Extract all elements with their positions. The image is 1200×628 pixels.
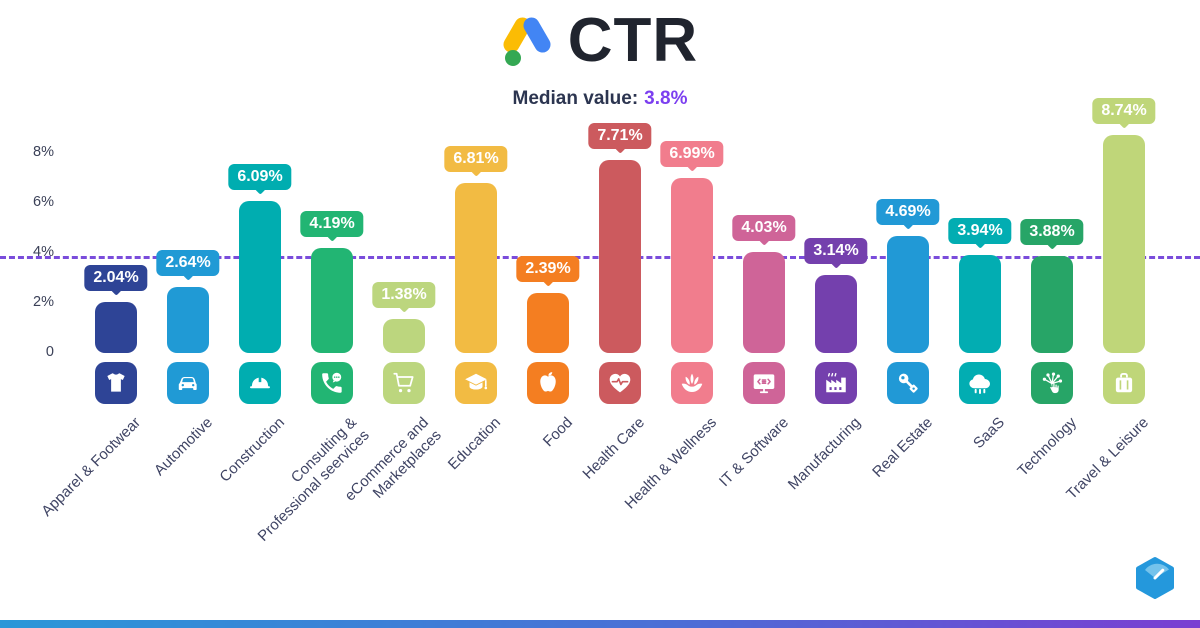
- value-badge: 3.88%: [1020, 219, 1084, 245]
- value-badge: 2.04%: [84, 265, 148, 291]
- bar: [671, 178, 713, 353]
- cloud-icon: [959, 362, 1001, 404]
- bar: [1103, 134, 1145, 353]
- median-label: Median value:: [512, 88, 639, 109]
- suitcase-icon: [1103, 362, 1145, 404]
- value-badge: 8.74%: [1092, 97, 1156, 124]
- car-icon: [167, 362, 209, 404]
- graduation-cap-icon: [455, 362, 497, 404]
- bar: [527, 293, 569, 353]
- page-title: CTR: [567, 6, 699, 75]
- phone-chat-icon: [311, 362, 353, 404]
- cart-icon: [383, 362, 425, 404]
- bar: [815, 274, 857, 353]
- y-axis-tick-label: 8%: [33, 144, 54, 160]
- tap-network-icon: [1031, 362, 1073, 404]
- value-badge: 4.19%: [300, 211, 364, 238]
- bar: [239, 200, 281, 353]
- header: CTR: [0, 10, 1200, 72]
- value-badge: 6.81%: [444, 145, 508, 172]
- key-icon: [887, 362, 929, 404]
- bar: [1031, 256, 1073, 353]
- value-badge: 7.71%: [588, 123, 652, 150]
- category-label: Travel & Leisure: [1063, 414, 1153, 503]
- tshirt-icon: [95, 362, 137, 404]
- value-badge: 1.38%: [372, 281, 436, 308]
- value-badge: 6.99%: [660, 141, 724, 168]
- bar: [887, 235, 929, 353]
- value-badge: 2.64%: [156, 250, 220, 276]
- y-axis-tick-label: 6%: [33, 194, 54, 210]
- value-badge: 6.09%: [228, 163, 292, 190]
- value-badge: 3.94%: [948, 217, 1012, 244]
- median-value: 3.8%: [644, 88, 688, 109]
- y-axis-tick-label: 0: [45, 344, 54, 360]
- value-badge: 3.14%: [804, 237, 868, 264]
- heart-pulse-icon: [599, 362, 641, 404]
- apple-icon: [527, 362, 569, 404]
- bottom-gradient-bar: [0, 620, 1200, 628]
- bar: [959, 254, 1001, 353]
- brand-gauge-hexagon-icon: [1133, 556, 1177, 600]
- value-badge: 4.03%: [732, 215, 796, 242]
- ads-logo-green-dot: [504, 50, 521, 66]
- google-ads-icon: [500, 13, 554, 69]
- bar: [167, 287, 209, 353]
- bar: [311, 248, 353, 353]
- bar: [383, 318, 425, 353]
- bar: [95, 302, 137, 353]
- y-axis-tick-label: 2%: [33, 294, 54, 310]
- value-badge: 2.39%: [516, 256, 580, 283]
- bar: [743, 252, 785, 353]
- bar: [455, 182, 497, 353]
- bar: [599, 160, 641, 353]
- value-badge: 4.69%: [876, 198, 940, 225]
- hardhat-icon: [239, 362, 281, 404]
- lotus-icon: [671, 362, 713, 404]
- monitor-code-icon: [743, 362, 785, 404]
- factory-icon: [815, 362, 857, 404]
- median-subtitle: Median value: 3.8%: [0, 88, 1200, 110]
